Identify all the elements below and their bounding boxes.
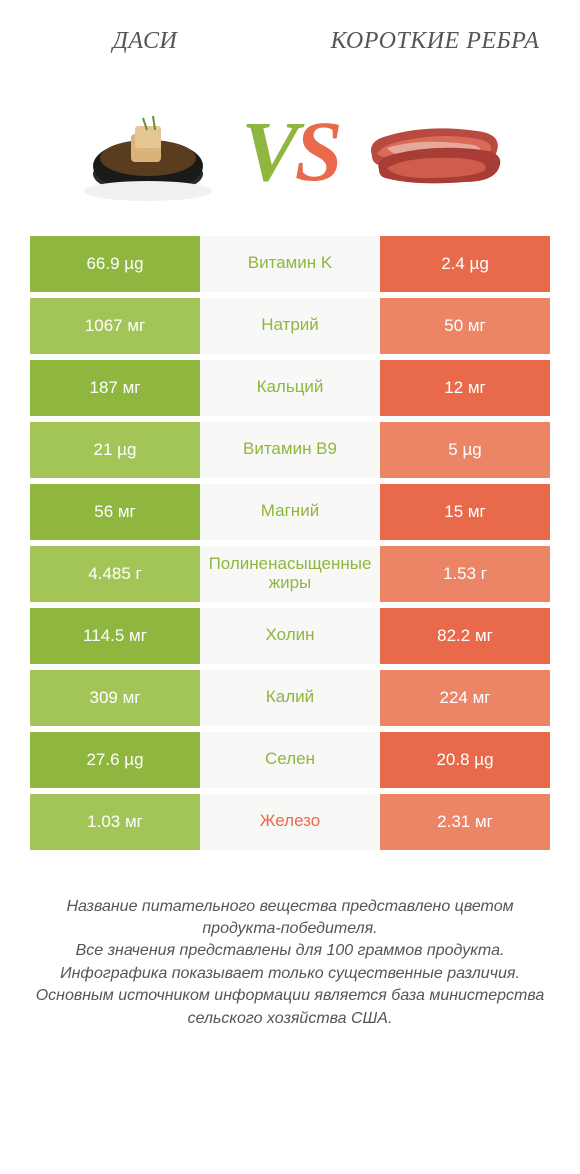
nutrient-label: Витамин B9 [200,422,380,478]
table-row: 66.9 µgВитамин K2.4 µg [30,236,550,292]
nutrient-label: Витамин K [200,236,380,292]
nutrient-label: Натрий [200,298,380,354]
left-food-image [73,96,223,206]
right-value: 82.2 мг [380,608,550,664]
vs-v: V [241,103,294,199]
right-value: 224 мг [380,670,550,726]
left-product-title: ДАСИ [40,28,250,56]
right-value: 2.31 мг [380,794,550,850]
right-product-title: КОРОТКИЕ РЕБРА [330,28,540,56]
right-value: 5 µg [380,422,550,478]
table-row: 114.5 мгХолин82.2 мг [30,608,550,664]
nutrient-label: Кальций [200,360,380,416]
table-row: 56 мгМагний15 мг [30,484,550,540]
table-row: 4.485 гПолиненасыщенные жиры1.53 г [30,546,550,602]
nutrient-label: Железо [200,794,380,850]
footer-line: Все значения представлены для 100 граммо… [30,940,550,962]
left-value: 114.5 мг [30,608,200,664]
nutrient-label: Холин [200,608,380,664]
table-row: 187 мгКальций12 мг [30,360,550,416]
footer-line: Основным источником информации является … [30,985,550,1030]
table-row: 309 мгКалий224 мг [30,670,550,726]
left-value: 1067 мг [30,298,200,354]
table-row: 1.03 мгЖелезо2.31 мг [30,794,550,850]
nutrient-label: Полиненасыщенные жиры [200,546,380,602]
right-value: 2.4 µg [380,236,550,292]
left-value: 4.485 г [30,546,200,602]
vs-row: VS [0,66,580,236]
nutrient-label: Калий [200,670,380,726]
comparison-table: 66.9 µgВитамин K2.4 µg 1067 мгНатрий50 мг… [0,236,580,850]
header: ДАСИ КОРОТКИЕ РЕБРА [0,0,580,66]
left-value: 309 мг [30,670,200,726]
footer-line: Название питательного вещества представл… [30,896,550,941]
right-value: 15 мг [380,484,550,540]
right-food-image [357,96,507,206]
table-row: 1067 мгНатрий50 мг [30,298,550,354]
nutrient-label: Магний [200,484,380,540]
right-value: 50 мг [380,298,550,354]
table-row: 21 µgВитамин B95 µg [30,422,550,478]
left-value: 27.6 µg [30,732,200,788]
table-row: 27.6 µgСелен20.8 µg [30,732,550,788]
left-value: 21 µg [30,422,200,478]
left-value: 56 мг [30,484,200,540]
left-value: 187 мг [30,360,200,416]
right-value: 1.53 г [380,546,550,602]
left-value: 66.9 µg [30,236,200,292]
vs-s: S [295,103,339,199]
nutrient-label: Селен [200,732,380,788]
footer-line: Инфографика показывает только существенн… [30,963,550,985]
left-value: 1.03 мг [30,794,200,850]
right-value: 20.8 µg [380,732,550,788]
footer-notes: Название питательного вещества представл… [0,856,580,1030]
right-value: 12 мг [380,360,550,416]
vs-label: VS [241,101,338,201]
